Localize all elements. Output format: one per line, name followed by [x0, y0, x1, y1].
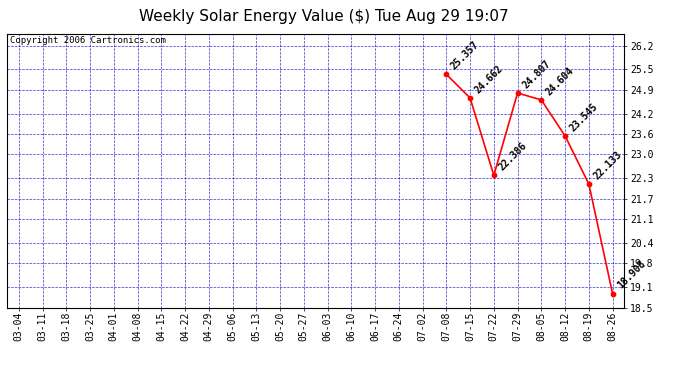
Text: 24.807: 24.807 — [520, 58, 552, 90]
Text: Copyright 2006 Cartronics.com: Copyright 2006 Cartronics.com — [10, 36, 166, 45]
Point — [607, 291, 618, 297]
Text: 23.545: 23.545 — [568, 101, 600, 133]
Point — [464, 95, 475, 101]
Text: 22.386: 22.386 — [497, 141, 529, 172]
Point — [560, 133, 571, 139]
Text: 24.662: 24.662 — [473, 63, 505, 95]
Text: 18.908: 18.908 — [615, 259, 647, 291]
Text: 24.604: 24.604 — [544, 65, 576, 97]
Point — [512, 90, 523, 96]
Text: Weekly Solar Energy Value ($) Tue Aug 29 19:07: Weekly Solar Energy Value ($) Tue Aug 29… — [139, 9, 509, 24]
Point — [583, 181, 594, 187]
Point — [536, 97, 547, 103]
Point — [441, 71, 452, 77]
Text: 22.133: 22.133 — [591, 149, 624, 181]
Point — [489, 172, 500, 178]
Text: 25.357: 25.357 — [449, 39, 481, 72]
